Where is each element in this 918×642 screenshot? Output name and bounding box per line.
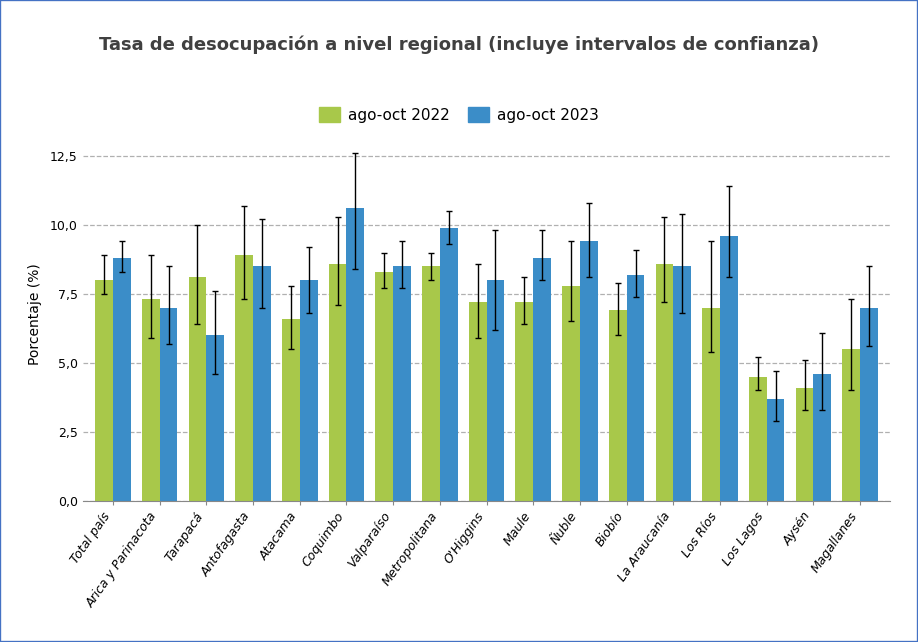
Legend: ago-oct 2022, ago-oct 2023: ago-oct 2022, ago-oct 2023	[313, 101, 605, 129]
Bar	[235, 256, 253, 501]
Bar	[95, 280, 113, 501]
Bar	[796, 388, 813, 501]
Bar	[207, 335, 224, 501]
Bar	[253, 266, 271, 501]
Bar	[160, 308, 177, 501]
Bar	[113, 258, 130, 501]
Bar	[673, 266, 691, 501]
Bar	[300, 280, 318, 501]
Bar	[375, 272, 393, 501]
Bar	[843, 349, 860, 501]
Bar	[580, 241, 598, 501]
Bar	[422, 266, 440, 501]
Bar	[282, 318, 300, 501]
Text: Tasa de desocupación a nivel regional (incluye intervalos de confianza): Tasa de desocupación a nivel regional (i…	[99, 35, 819, 54]
Bar	[329, 264, 346, 501]
Bar	[702, 308, 720, 501]
Bar	[188, 277, 207, 501]
Bar	[487, 280, 504, 501]
Bar	[627, 275, 644, 501]
Bar	[655, 264, 673, 501]
Bar	[609, 311, 627, 501]
Bar	[393, 266, 411, 501]
Bar	[720, 236, 738, 501]
Bar	[516, 302, 533, 501]
Bar	[767, 399, 785, 501]
Bar	[469, 302, 487, 501]
Bar	[813, 374, 831, 501]
Bar	[440, 228, 457, 501]
Bar	[562, 286, 580, 501]
Bar	[142, 299, 160, 501]
Bar	[860, 308, 878, 501]
Bar	[346, 209, 364, 501]
Bar	[533, 258, 551, 501]
Bar	[749, 377, 767, 501]
Y-axis label: Porcentaje (%): Porcentaje (%)	[28, 264, 41, 365]
